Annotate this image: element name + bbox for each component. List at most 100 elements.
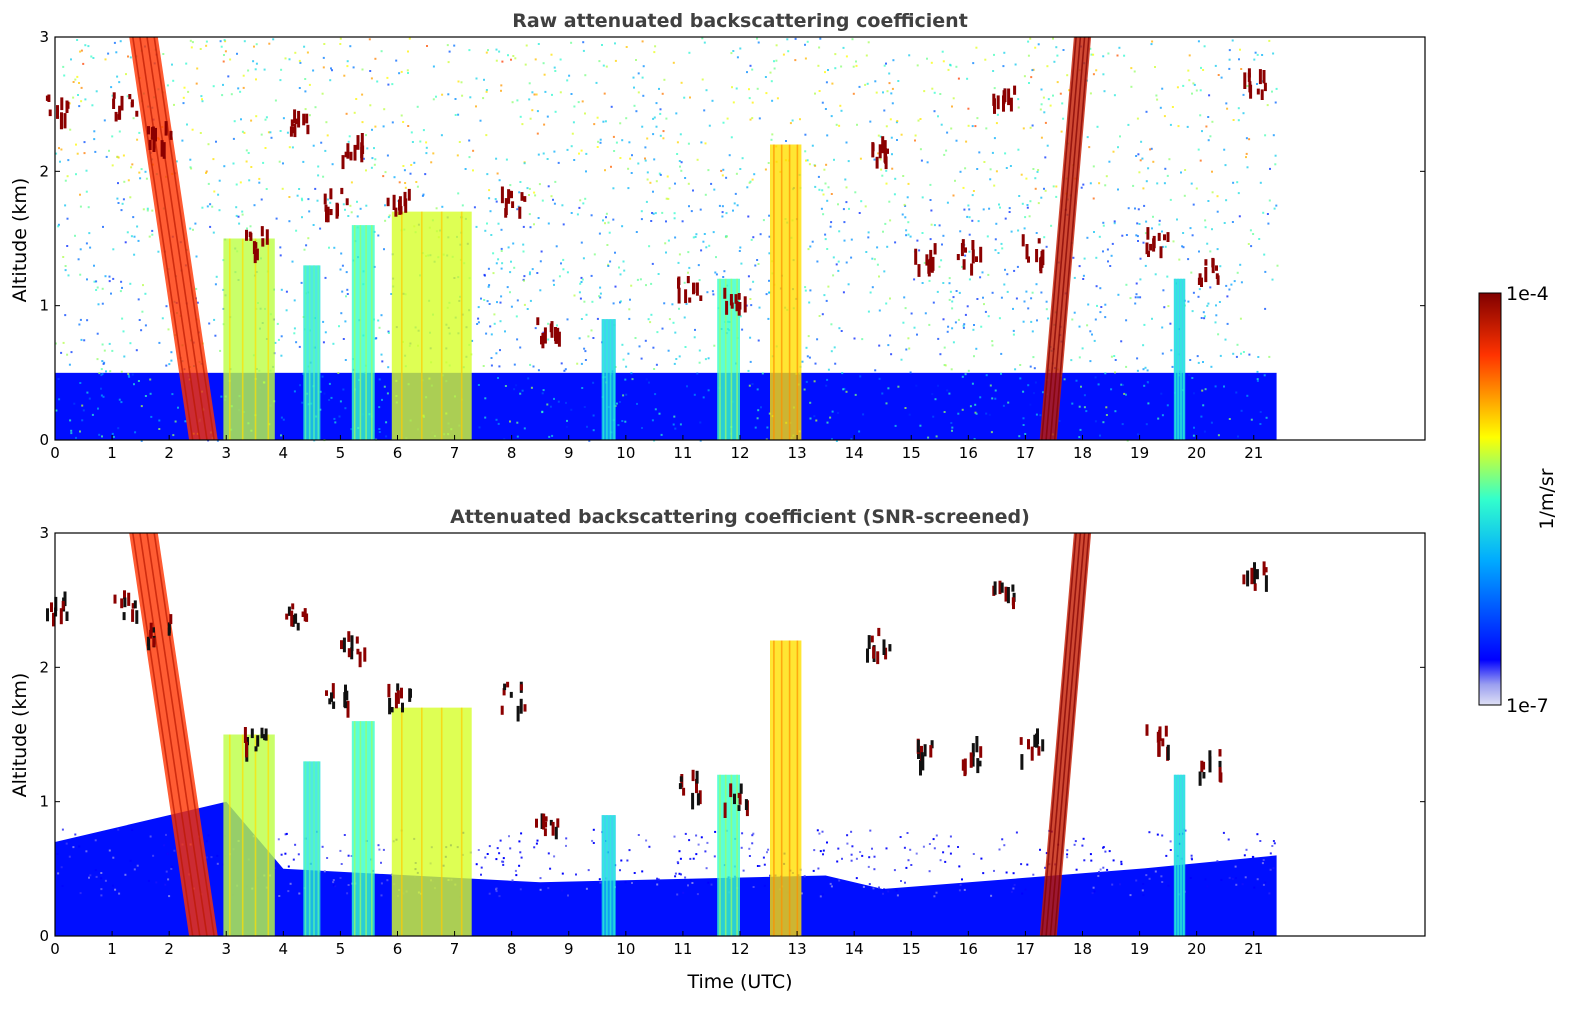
noise-speck [601,44,603,46]
noise-speck [269,131,272,134]
noise-speck [1095,256,1098,259]
noise-speck [95,875,98,878]
x-tick-label: 21 [1244,940,1263,958]
noise-speck [754,426,757,429]
noise-speck [1127,123,1130,126]
noise-speck [908,413,911,416]
noise-speck [1141,889,1144,892]
noise-speck [1003,51,1006,54]
noise-speck [101,302,104,305]
noise-speck [87,206,90,209]
noise-speck [403,169,406,172]
noise-speck [824,71,826,74]
noise-speck [940,259,943,262]
noise-speck [1021,892,1024,895]
noise-speck [349,204,352,207]
noise-speck [1144,264,1147,267]
noise-speck [100,894,103,897]
noise-speck [818,90,821,92]
noise-speck [894,177,897,180]
noise-speck [614,42,616,45]
noise-speck [962,324,965,327]
noise-speck [645,284,647,287]
noise-speck [1220,76,1223,79]
noise-speck [339,849,342,852]
noise-speck [584,350,587,353]
noise-speck [1146,381,1149,383]
noise-speck [943,364,946,366]
noise-speck [488,892,491,895]
plume-streak [1049,532,1086,937]
noise-speck [1256,378,1259,381]
cloud-patch [250,728,254,739]
noise-speck [942,318,945,321]
noise-speck [678,850,681,853]
noise-speck [725,212,728,215]
noise-speck [240,118,242,121]
cloud-patch [63,591,67,607]
cloud-patch [1197,277,1201,285]
noise-speck [1167,305,1170,308]
noise-speck [889,334,892,337]
noise-speck [748,847,751,850]
noise-speck [715,273,718,276]
noise-speck [522,250,525,253]
noise-speck [845,141,848,144]
cloud-patch [1202,761,1206,770]
noise-speck [122,330,125,333]
noise-speck [280,416,283,419]
noise-speck [675,358,678,360]
noise-speck [435,207,438,210]
noise-speck [1104,316,1107,319]
noise-speck [707,881,710,884]
noise-speck [1161,87,1164,90]
noise-speck [218,209,221,212]
noise-speck [804,289,807,292]
noise-speck [1137,208,1140,211]
noise-speck [1257,356,1260,358]
aerosol-plume [223,734,275,936]
noise-speck [907,337,910,340]
noise-speck [1044,121,1047,124]
noise-speck [835,263,838,266]
noise-speck [937,337,940,340]
noise-speck [615,141,618,144]
cloud-patch [923,744,927,757]
noise-speck [425,141,428,144]
noise-speck [76,75,79,78]
cloud-patch [523,704,527,712]
noise-speck [804,286,807,289]
noise-speck [308,83,311,86]
noise-speck [1182,232,1185,234]
noise-speck [1102,221,1105,224]
noise-speck [676,153,679,155]
noise-speck [103,119,106,122]
noise-speck [391,83,394,86]
noise-speck [1082,183,1085,186]
noise-speck [869,829,872,832]
noise-speck [64,314,67,317]
noise-speck [627,187,630,190]
noise-speck [78,82,80,84]
noise-speck [821,101,824,104]
noise-speck [1187,300,1190,303]
noise-speck [509,847,512,850]
noise-speck [550,53,553,56]
noise-speck [216,854,219,857]
noise-speck [504,330,506,333]
noise-speck [103,349,106,352]
noise-speck [1047,98,1050,101]
noise-speck [687,182,690,185]
noise-speck [268,42,271,45]
noise-speck [302,160,305,163]
noise-speck [70,429,73,432]
noise-speck [782,53,785,56]
noise-speck [1169,322,1172,325]
noise-speck [685,303,688,305]
noise-speck [132,117,135,120]
noise-speck [480,297,482,300]
noise-speck [994,397,997,400]
noise-speck [991,397,994,400]
noise-speck [803,875,806,878]
noise-speck [501,60,504,63]
